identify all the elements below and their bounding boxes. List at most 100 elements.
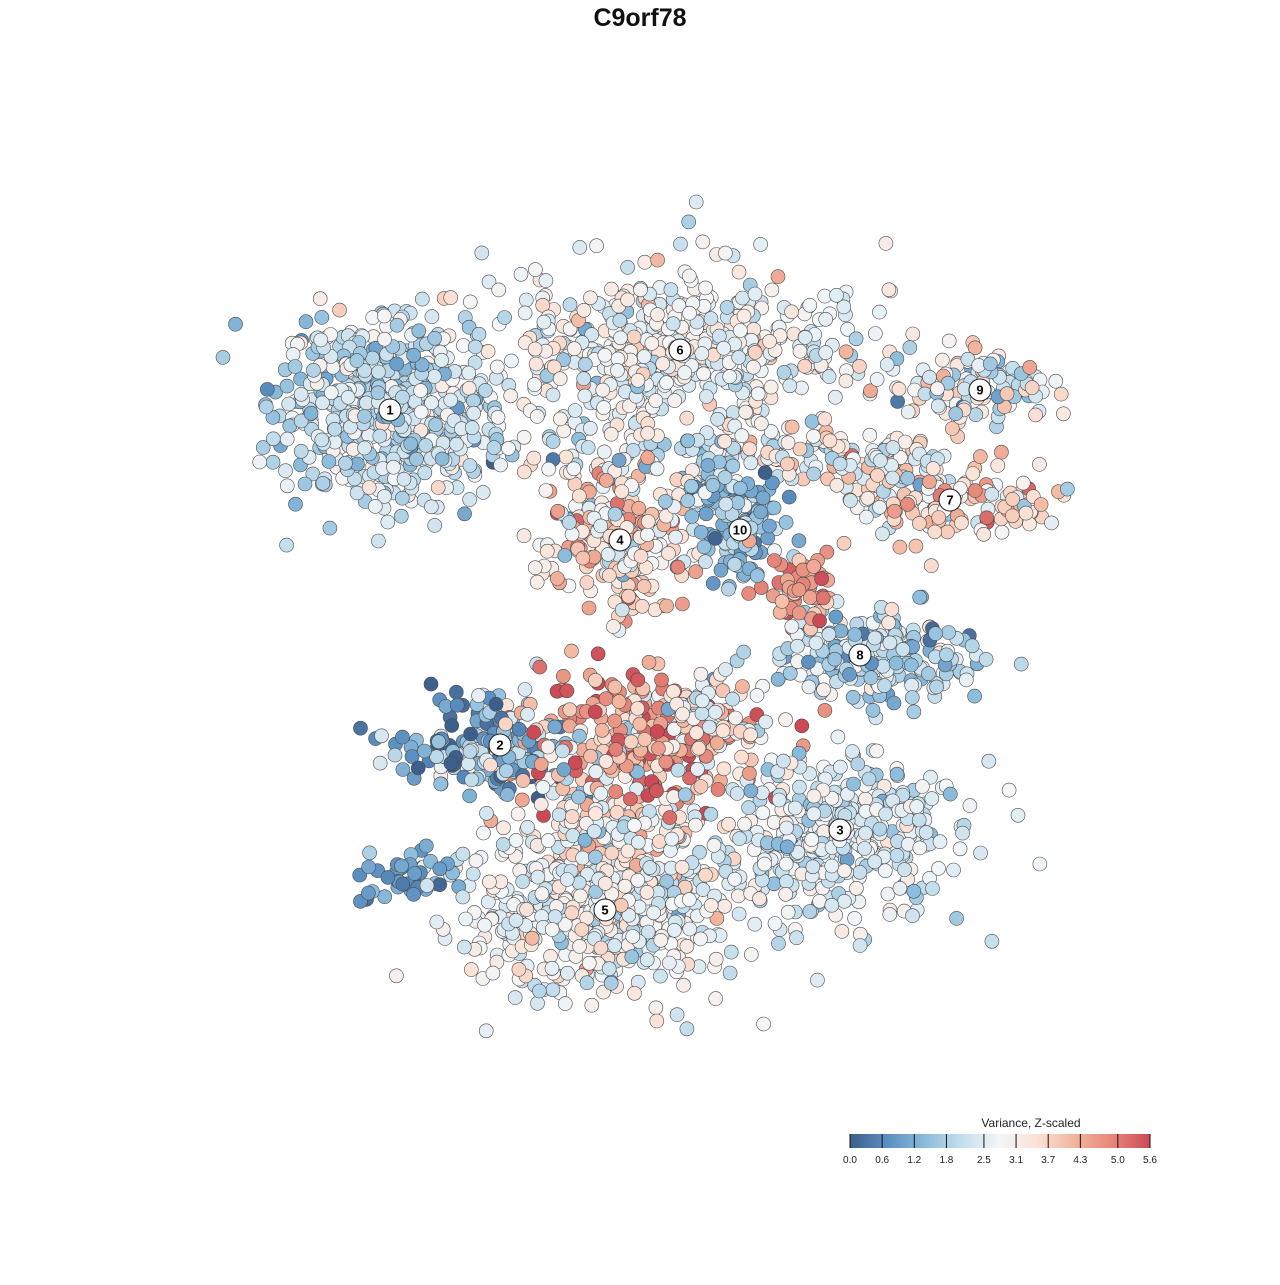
point-hotspot — [632, 716, 648, 732]
point-cluster-3 — [743, 783, 759, 799]
point-cluster-7 — [912, 516, 927, 531]
point-cluster-3 — [858, 825, 873, 841]
point-cluster-5 — [573, 888, 588, 904]
point-hotspot — [794, 718, 810, 734]
point-cluster-6 — [612, 313, 628, 328]
point-cluster-4 — [688, 564, 704, 580]
cluster-label-text: 9 — [976, 383, 983, 398]
point-cluster-5 — [659, 874, 675, 889]
point-bridge-4 — [700, 458, 716, 473]
point-hotspot — [651, 741, 666, 756]
point-cluster-6 — [738, 404, 753, 420]
point-cluster-1 — [357, 440, 372, 456]
point-cluster-8 — [912, 589, 928, 605]
point-cluster-5 — [639, 952, 655, 968]
point-cluster-2 — [431, 734, 446, 750]
point-cluster-6 — [878, 236, 894, 251]
point-cluster-1 — [486, 440, 502, 455]
cluster-label-10: 10 — [728, 518, 752, 542]
cluster-label-8: 8 — [848, 643, 872, 667]
point-cluster-10 — [755, 490, 771, 506]
point-cluster-1 — [376, 308, 392, 324]
point-cluster-5 — [547, 909, 563, 925]
point-hotspot — [607, 713, 623, 729]
cluster-label-6: 6 — [668, 338, 692, 362]
cluster-label-text: 6 — [676, 343, 683, 358]
point-cluster-6 — [462, 294, 478, 310]
point-cluster-5 — [677, 787, 693, 803]
point-bridge-7 — [652, 834, 667, 849]
point-bridge-6 — [728, 710, 743, 726]
point-cluster-1 — [414, 291, 430, 307]
point-cluster-3 — [690, 761, 705, 777]
point-cluster-2 — [471, 688, 486, 703]
point-hotspot — [691, 740, 707, 756]
point-cluster-2 — [448, 684, 464, 700]
cluster-label-2: 2 — [488, 733, 512, 757]
point-cluster-4 — [606, 619, 621, 634]
point-cluster-1 — [427, 518, 443, 533]
point-cluster-6 — [630, 372, 646, 388]
point-cluster-5 — [544, 960, 560, 976]
point-cluster-3 — [692, 844, 707, 860]
point-bridge-6 — [778, 712, 793, 728]
point-bridge-2 — [814, 571, 829, 587]
point-cluster-10 — [764, 475, 780, 491]
point-cluster-5 — [507, 990, 523, 1005]
point-cluster-10 — [727, 557, 742, 572]
point-cluster-6 — [681, 214, 697, 230]
point-cluster-5 — [722, 965, 738, 981]
point-cluster-4 — [640, 514, 656, 529]
point-bridge-2 — [815, 590, 831, 606]
point-cluster-3 — [703, 806, 719, 822]
point-cluster-7 — [931, 510, 947, 525]
point-cluster-3 — [909, 799, 925, 814]
point-cluster-3 — [852, 864, 868, 880]
point-cluster-7 — [927, 524, 943, 540]
point-cluster-9 — [948, 406, 964, 422]
point-bridge-1 — [541, 461, 557, 477]
point-cluster-6 — [577, 356, 593, 372]
point-cluster-8 — [847, 627, 863, 642]
point-cluster-7 — [923, 558, 939, 574]
point-cluster-8 — [865, 702, 881, 718]
point-cluster-5 — [429, 914, 445, 930]
point-cluster-2 — [572, 728, 587, 744]
point-bridge-1 — [753, 416, 769, 431]
point-cluster-3 — [837, 863, 852, 879]
point-cluster-6 — [650, 252, 665, 268]
point-bridge-8 — [432, 861, 448, 877]
point-cluster-5 — [708, 991, 724, 1006]
point-cluster-5 — [679, 1021, 695, 1037]
point-cluster-3 — [791, 745, 807, 761]
point-cluster-3 — [737, 816, 752, 832]
point-hotspot — [641, 654, 657, 670]
point-cluster-9 — [1024, 380, 1040, 395]
point-cluster-4 — [636, 579, 652, 594]
point-cluster-1 — [293, 413, 309, 429]
point-cluster-1 — [279, 431, 295, 447]
point-cluster-7 — [872, 499, 887, 515]
point-bridge-5 — [906, 704, 922, 720]
point-hotspot — [588, 764, 604, 780]
point-cluster-2 — [594, 722, 610, 738]
point-cluster-1 — [424, 309, 440, 324]
point-cluster-3 — [792, 779, 807, 795]
point-cluster-5 — [508, 833, 524, 848]
point-cluster-4 — [575, 550, 591, 566]
point-cluster-5 — [519, 902, 534, 917]
point-cluster-5 — [581, 955, 597, 971]
point-cluster-4 — [670, 559, 686, 575]
point-cluster-3 — [847, 911, 862, 926]
point-cluster-6 — [852, 359, 867, 374]
point-bridge-3 — [806, 428, 821, 444]
legend-tick-label: 0.6 — [875, 1155, 889, 1166]
point-cluster-5 — [557, 917, 573, 932]
point-bridge-1 — [516, 429, 532, 445]
point-cluster-8 — [828, 609, 844, 625]
point-cluster-6 — [764, 282, 780, 298]
point-cluster-6 — [840, 321, 855, 337]
point-cluster-6 — [553, 411, 568, 427]
point-cluster-5 — [482, 874, 497, 890]
point-cluster-6 — [610, 363, 625, 378]
